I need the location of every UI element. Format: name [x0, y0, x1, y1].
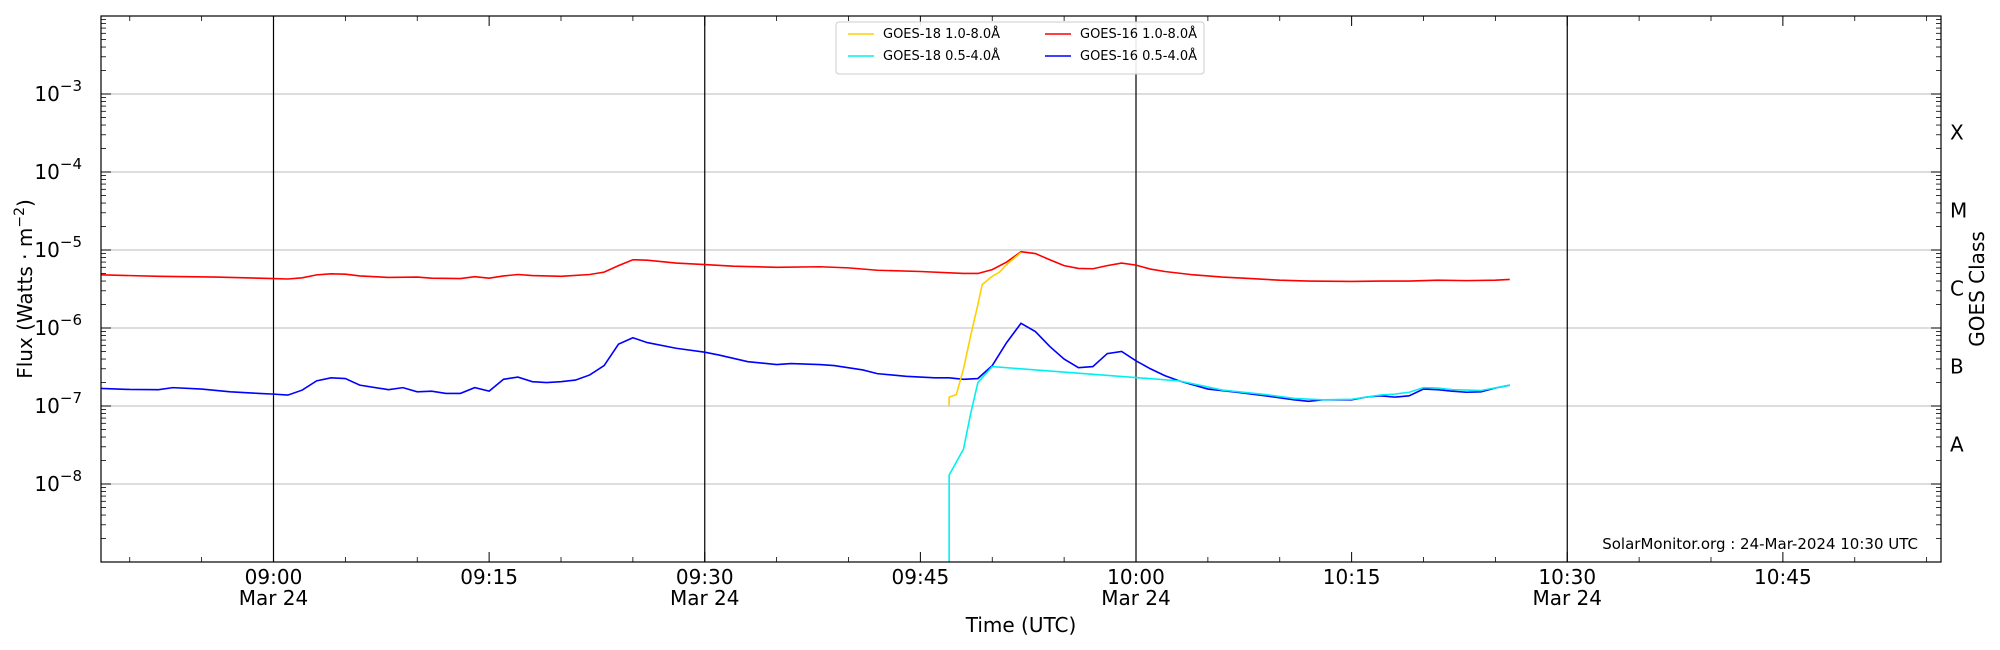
- y-tick-label: 10−8: [34, 467, 82, 496]
- y-tick-label: 10−3: [34, 77, 82, 106]
- legend-label: GOES-18 0.5-4.0Å: [883, 48, 1000, 64]
- x-tick-sublabel: Mar 24: [1532, 586, 1602, 610]
- series-layer: [101, 250, 1510, 562]
- x-tick-label: 10:45: [1754, 565, 1812, 589]
- x-tick-label: 09:30: [676, 565, 734, 589]
- legend-label: GOES-18 1.0-8.0Å: [883, 26, 1000, 42]
- goes-class-label: M: [1950, 199, 1967, 223]
- series-line-goes-18-1-0-8-0-: [948, 251, 1022, 406]
- credit-text: SolarMonitor.org : 24-Mar-2024 10:30 UTC: [1602, 535, 1918, 553]
- x-tick-label: 09:00: [245, 565, 303, 589]
- series-line-goes-16-1-0-8-0-: [101, 250, 1510, 283]
- x-tick-sublabel: Mar 24: [239, 586, 309, 610]
- y-axis-title: Flux (Watts · m−2): [12, 199, 37, 379]
- y-tick-label: 10−4: [34, 155, 82, 184]
- grid-layer: [101, 16, 1941, 562]
- x-tick-label: 10:30: [1538, 565, 1596, 589]
- legend: GOES-18 1.0-8.0Å GOES-18 0.5-4.0Å GOES-16 …: [835, 21, 1205, 75]
- series-line-goes-18-0-5-4-0-: [948, 365, 1510, 562]
- x-tick-sublabel: Mar 24: [670, 586, 740, 610]
- tick-layer: [101, 16, 1941, 562]
- y-tick-label: 10−7: [34, 389, 82, 418]
- goes-class-axis-title: GOES Class: [1965, 231, 1989, 347]
- x-axis-title: Time (UTC): [965, 613, 1077, 637]
- legend-label: GOES-16 1.0-8.0Å: [1080, 26, 1197, 42]
- plot-frame: [100, 15, 1942, 563]
- y-tick-label: 10−6: [34, 311, 82, 340]
- goes-class-label: X: [1950, 121, 1964, 145]
- x-tick-label: 09:15: [460, 565, 518, 589]
- x-tick-sublabel: Mar 24: [1101, 586, 1171, 610]
- goes-class-label: A: [1950, 433, 1964, 457]
- series-line-goes-16-0-5-4-0-: [101, 322, 1510, 403]
- x-tick-label: 09:45: [892, 565, 950, 589]
- legend-box: [835, 21, 1205, 75]
- x-tick-label: 10:15: [1323, 565, 1381, 589]
- goes-class-label: B: [1950, 355, 1964, 379]
- y-tick-label: 10−5: [34, 233, 82, 262]
- goes-class-label: C: [1950, 277, 1964, 301]
- legend-label: GOES-16 0.5-4.0Å: [1080, 48, 1197, 64]
- x-tick-label: 10:00: [1107, 565, 1165, 589]
